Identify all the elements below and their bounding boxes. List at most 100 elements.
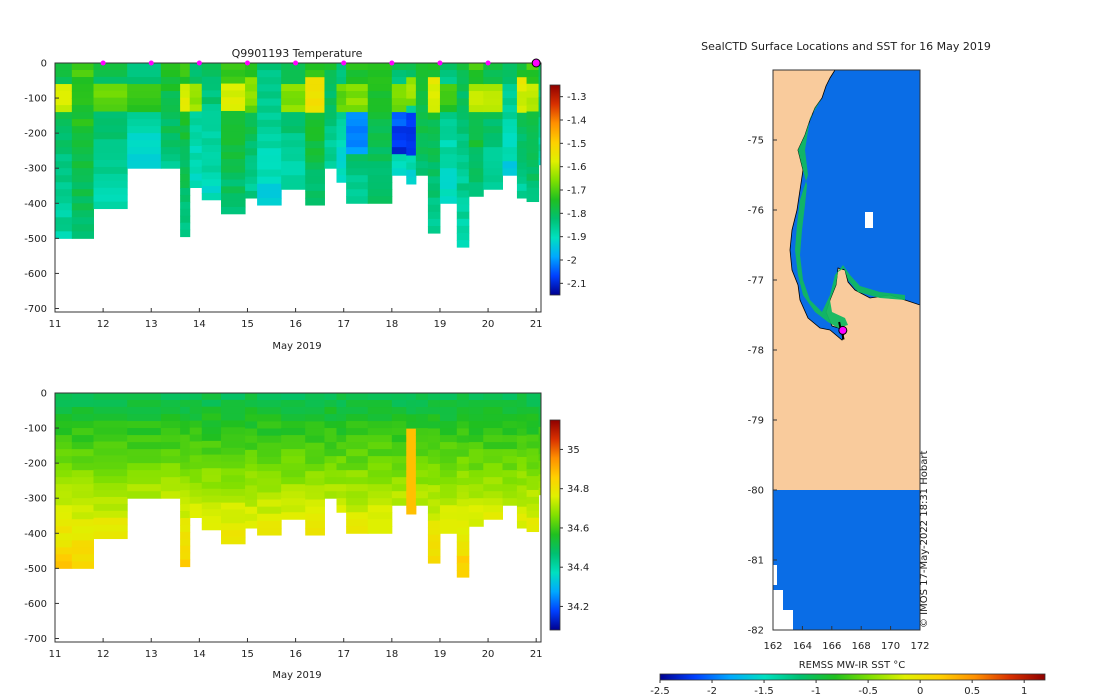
heatmap-cell [305,527,325,536]
heatmap-cell [324,449,337,457]
heatmap-cell [201,406,222,415]
heatmap-cell [281,112,306,120]
heatmap-cell [71,484,94,492]
heatmap-cell [538,454,541,462]
heatmap-cell [502,70,518,78]
heatmap-cell [502,84,518,92]
heatmap-cell [502,105,518,113]
heatmap-cell [502,407,518,415]
heatmap-cell [439,77,458,85]
heatmap-cell [201,138,222,146]
heatmap-cell [456,442,470,451]
heatmap-cell [526,448,540,456]
heatmap-cell [160,98,181,106]
heatmap-cell [160,456,181,464]
heatmap-cell [336,105,347,113]
heatmap-cell [483,126,504,134]
heatmap-cell [336,442,347,450]
colorbar-tick-label: -1.4 [567,116,587,127]
heatmap-cell [245,112,258,121]
coastal-sst-band [795,98,905,328]
heatmap-cell [502,449,518,457]
heatmap-cell [180,413,191,422]
heatmap-cell [324,393,337,401]
heatmap-cell [526,455,540,463]
heatmap-cell [336,393,347,401]
heatmap-cell [55,470,73,478]
heatmap-cell [415,98,429,106]
heatmap-cell [201,468,222,476]
heatmap-cell [406,414,417,422]
heatmap-cell [516,400,528,408]
heatmap-cell [180,174,191,182]
heatmap-cell [406,428,417,437]
heatmap-cell [71,547,94,555]
heatmap-cell [391,498,407,506]
surface-marker [341,60,347,66]
heatmap-cell [391,463,407,471]
heatmap-cell [483,63,504,71]
heatmap-cell [468,407,484,415]
heatmap-cell [346,196,369,204]
heatmap-cell [324,484,337,492]
heatmap-cell [516,183,528,192]
heatmap-cell [526,97,540,106]
y-tick-label: -300 [24,494,47,505]
ice-gap [773,590,783,630]
heatmap-cell [367,112,393,120]
heatmap-cell [483,182,504,190]
heatmap-cell [201,461,222,469]
surface-marker [389,60,395,66]
heatmap-cell [526,132,540,140]
heatmap-cell [201,131,222,139]
heatmap-cell [93,455,128,463]
heatmap-cell [305,499,325,508]
heatmap-cell [439,112,458,120]
heatmap-cell [221,475,246,483]
heatmap-cell [483,112,504,120]
heatmap-cell [324,435,337,443]
heatmap-cell [336,112,347,120]
heatmap-cell [201,509,222,517]
x-tick-label: 162 [763,641,782,652]
heatmap-cell [468,519,484,527]
heatmap-cell [160,393,181,401]
heatmap-cell [516,485,528,493]
heatmap-cell [391,168,407,176]
heatmap-cell [55,63,73,71]
heatmap-cell [336,491,347,499]
temperature-heatmap-cells [55,63,541,248]
heatmap-cell [456,190,470,199]
heatmap-cell [257,197,282,206]
sst-colorbar-ticks: -2.5 -2 -1.5 -1 -0.5 0 0.5 1 [650,680,1027,697]
heatmap-cell [93,427,128,436]
heatmap-cell [180,76,191,85]
heatmap-cell [55,421,73,429]
heatmap-cell [189,83,203,92]
heatmap-cell [427,218,441,227]
heatmap-cell [71,231,94,239]
heatmap-cell [483,119,504,127]
heatmap-cell [516,148,528,156]
heatmap-cell [367,484,393,492]
heatmap-cell [160,77,181,85]
heatmap-cell [281,77,306,85]
heatmap-cell [127,428,162,436]
heatmap-cell [427,169,441,177]
heatmap-cell [483,400,504,408]
heatmap-cell [538,137,541,145]
heatmap-cell [468,84,484,92]
heatmap-cell [391,77,407,85]
heatmap-cell [71,533,94,541]
heatmap-cell [427,126,441,135]
heatmap-cell [281,498,306,506]
y-tick-label: -600 [24,599,47,610]
heatmap-cell [221,117,246,126]
heatmap-cell [427,456,441,465]
heatmap-cell [427,499,441,507]
heatmap-cell [439,105,458,113]
heatmap-cell [305,77,325,85]
heatmap-cell [281,147,306,155]
heatmap-cell [367,421,393,429]
heatmap-cell [160,105,181,113]
